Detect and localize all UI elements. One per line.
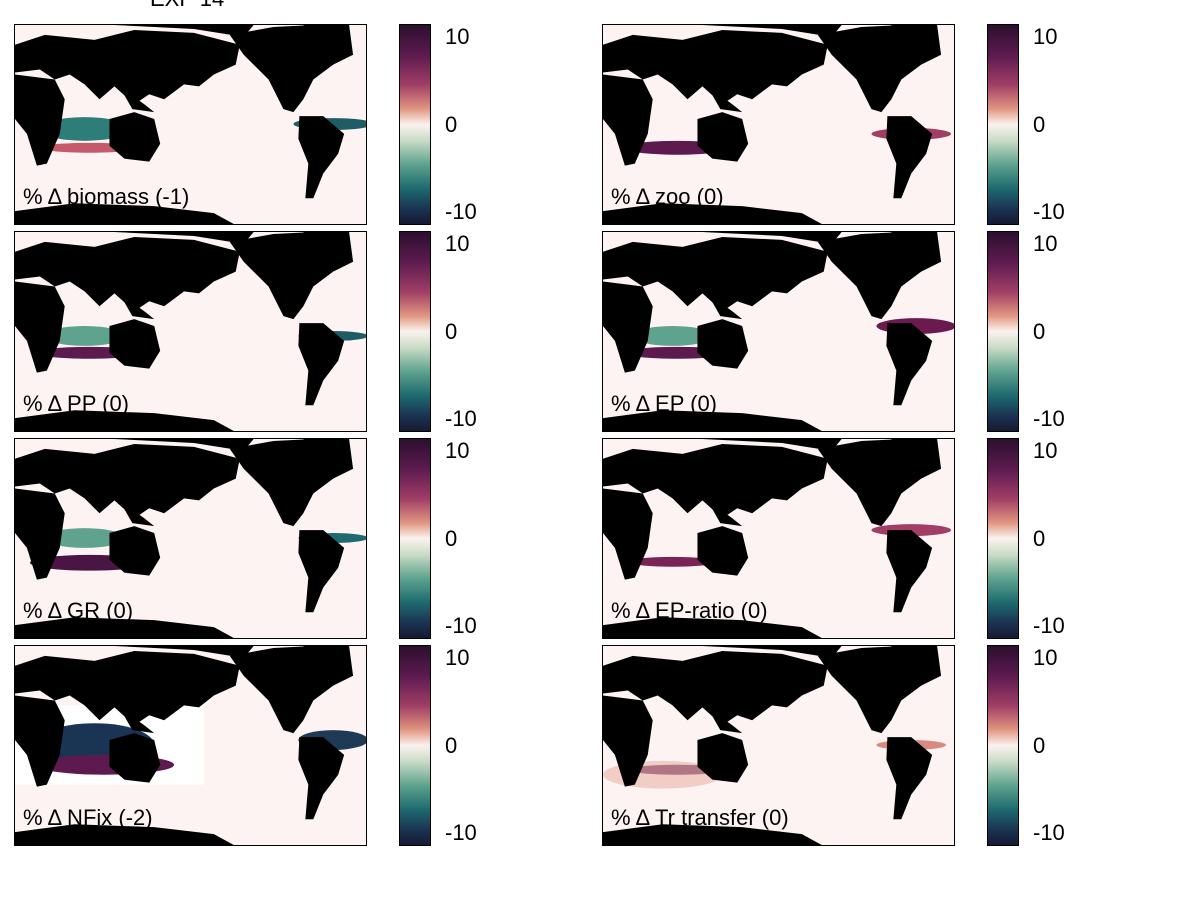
- panel-label: % Δ zoo (0): [611, 184, 724, 209]
- colorbar-tick-min: -10: [1033, 406, 1065, 431]
- colorbar-tick-mid: 0: [1033, 319, 1046, 344]
- colorbar-tick-mid: 0: [445, 319, 458, 344]
- colorbar-tick-max: 10: [445, 438, 470, 463]
- map-panel-ep-ratio: % Δ EP-ratio (0): [602, 438, 955, 639]
- colorbar: [399, 24, 431, 225]
- anomaly-negative: [44, 326, 125, 346]
- map-panel-zoo: % Δ zoo (0): [602, 24, 955, 225]
- anomaly-positive: [627, 556, 718, 567]
- anomaly-negative: [39, 117, 130, 141]
- colorbar-tick-min: -10: [1033, 613, 1065, 638]
- colorbar-tick-mid: 0: [445, 733, 458, 758]
- colorbar: [399, 645, 431, 846]
- colorbar-tick-max: 10: [445, 24, 470, 49]
- panel-label: % Δ EP (0): [611, 391, 718, 416]
- colorbar-tick-min: -10: [445, 820, 477, 845]
- colorbar: [399, 231, 431, 432]
- figure-title: EXP 14: [150, 0, 224, 12]
- colorbar: [987, 438, 1019, 639]
- colorbar: [399, 438, 431, 639]
- colorbar-tick-mid: 0: [445, 526, 458, 551]
- colorbar-tick-min: -10: [445, 199, 477, 224]
- panel-label: % Δ Tr transfer (0): [611, 805, 789, 830]
- colorbar-tick-mid: 0: [1033, 112, 1046, 137]
- colorbar-tick-min: -10: [1033, 820, 1065, 845]
- map-panel-ep: % Δ EP (0): [602, 231, 955, 432]
- colorbar: [987, 24, 1019, 225]
- panel-label: % Δ GR (0): [23, 598, 134, 623]
- colorbar-tick-max: 10: [1033, 438, 1058, 463]
- panel-label: % Δ biomass (-1): [23, 184, 190, 209]
- colorbar-tick-max: 10: [1033, 231, 1058, 256]
- colorbar-tick-max: 10: [1033, 645, 1058, 670]
- colorbar-tick-min: -10: [445, 406, 477, 431]
- panel-label: % Δ PP (0): [23, 391, 130, 416]
- colorbar-tick-max: 10: [1033, 24, 1058, 49]
- colorbar: [987, 231, 1019, 432]
- colorbar-tick-mid: 0: [1033, 526, 1046, 551]
- colorbar-tick-max: 10: [445, 645, 470, 670]
- map-panel-biomass: % Δ biomass (-1): [14, 24, 367, 225]
- colorbar-tick-mid: 0: [1033, 733, 1046, 758]
- colorbar-tick-mid: 0: [445, 112, 458, 137]
- colorbar-tick-min: -10: [445, 613, 477, 638]
- colorbar-tick-max: 10: [445, 231, 470, 256]
- map-panel-nfix: % Δ NFix (-2): [14, 645, 367, 846]
- anomaly-negative: [44, 528, 125, 548]
- map-panel-pp: % Δ PP (0): [14, 231, 367, 432]
- map-panel-tr-transfer: % Δ Tr transfer (0): [602, 645, 955, 846]
- panel-label: % Δ EP-ratio (0): [611, 598, 768, 623]
- map-panel-gr: % Δ GR (0): [14, 438, 367, 639]
- colorbar: [987, 645, 1019, 846]
- colorbar-tick-min: -10: [1033, 199, 1065, 224]
- panel-label: % Δ NFix (-2): [23, 805, 153, 830]
- anomaly-negative: [632, 326, 713, 346]
